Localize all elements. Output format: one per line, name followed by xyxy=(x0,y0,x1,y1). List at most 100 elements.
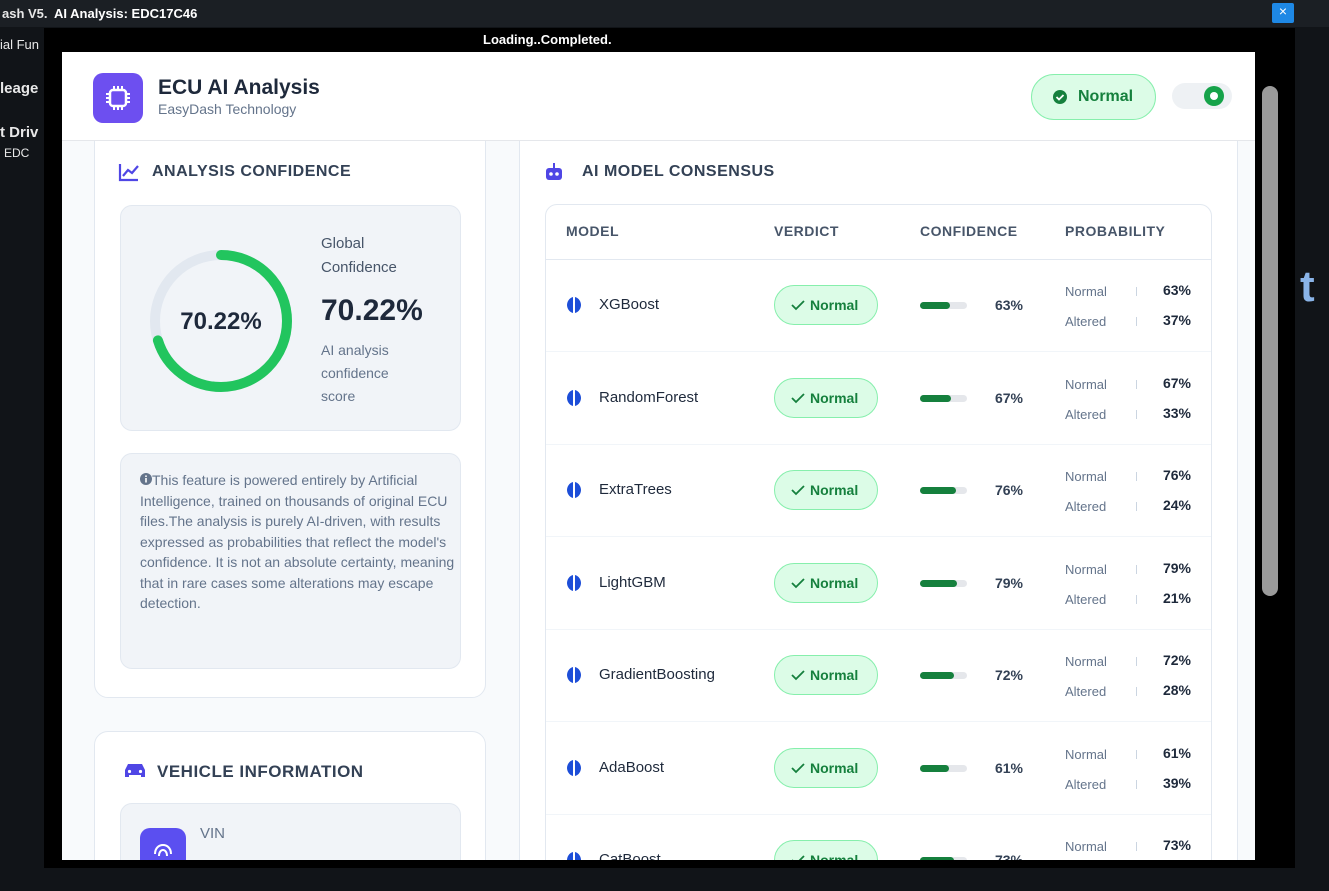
gauge-note: AI analysis xyxy=(321,342,389,358)
verdict-text: Normal xyxy=(810,759,859,776)
probability-value: 21% xyxy=(1162,589,1191,606)
model-name: GradientBoosting xyxy=(599,666,715,683)
confidence-bar xyxy=(920,579,958,587)
confidence-value: 73% xyxy=(994,852,1023,860)
model-icon xyxy=(567,389,581,406)
car-icon xyxy=(125,764,145,777)
badge-text: Normal xyxy=(1078,88,1134,105)
column-header: MODEL xyxy=(566,223,620,239)
section-heading: AI MODEL CONSENSUS xyxy=(582,163,775,180)
model-name: CatBoost xyxy=(599,851,661,860)
probability-value: 24% xyxy=(1162,497,1191,513)
column-header: PROBABILITY xyxy=(1065,223,1166,239)
icon-shape xyxy=(567,389,581,406)
check-icon xyxy=(791,670,805,681)
confidence-bar xyxy=(920,394,952,402)
icon-shape xyxy=(791,392,805,403)
probability-label: Normal xyxy=(1065,376,1107,392)
model-name: RandomForest xyxy=(599,388,699,406)
column-header: VERDICT xyxy=(774,223,839,239)
model-name: XGBoost xyxy=(599,296,660,313)
check-icon xyxy=(791,762,805,773)
probability-divider xyxy=(1136,472,1137,481)
icon-shape xyxy=(567,482,581,498)
verdict-text: Normal xyxy=(810,667,859,683)
probability-label: Altered xyxy=(1065,591,1107,607)
scrollbar[interactable] xyxy=(1262,86,1278,596)
row-divider xyxy=(546,536,1211,537)
theme-toggle[interactable] xyxy=(1172,83,1232,109)
confidence-value: 79% xyxy=(994,574,1023,591)
section-heading: VEHICLE INFORMATION xyxy=(157,762,364,781)
model-icon xyxy=(567,574,581,591)
probability-divider xyxy=(1136,594,1137,604)
confidence-bar xyxy=(920,487,956,494)
model-icon xyxy=(567,482,581,498)
gauge-note: score xyxy=(321,388,356,404)
verdict-pill xyxy=(774,285,878,325)
icon-shape xyxy=(567,667,581,683)
confidence-bar xyxy=(920,857,955,860)
verdict-text: Normal xyxy=(810,297,859,313)
icon-shape xyxy=(567,574,581,591)
app-title: ash V5. xyxy=(2,6,48,21)
gauge-box: 70.22% Global Confidence 70.22% AI analy… xyxy=(120,205,461,431)
probability-value: 67% xyxy=(1162,374,1191,391)
confidence-value: 63% xyxy=(994,297,1023,313)
probability-label: Altered xyxy=(1065,499,1107,514)
probability-value: 79% xyxy=(1162,559,1191,576)
confidence-value: 72% xyxy=(994,667,1023,683)
verdict-text: Normal xyxy=(810,574,859,591)
gauge-label: Confidence xyxy=(321,259,397,276)
probability-label: Altered xyxy=(1065,406,1107,422)
info-text: This feature is powered entirely by Arti… xyxy=(140,472,455,611)
probability-divider xyxy=(1136,749,1137,759)
probability-label: Normal xyxy=(1065,284,1107,299)
confidence-value: 61% xyxy=(994,759,1023,776)
vin-label: VIN xyxy=(200,825,226,842)
probability-value: 76% xyxy=(1162,467,1191,483)
probability-value: 28% xyxy=(1162,682,1191,698)
icon-shape xyxy=(791,762,805,773)
probability-divider xyxy=(1136,379,1137,389)
probability-value: 33% xyxy=(1162,404,1191,421)
row-divider xyxy=(546,721,1211,722)
tree-item: EDC xyxy=(4,146,30,160)
title-bar xyxy=(0,0,1329,27)
gauge xyxy=(150,250,292,392)
gauge-big-value: 70.22% xyxy=(321,294,423,327)
probability-value: 37% xyxy=(1162,312,1191,328)
close-button[interactable]: × xyxy=(1272,3,1294,23)
chart-icon xyxy=(118,164,139,182)
probability-label: Normal xyxy=(1065,561,1107,577)
verdict-pill xyxy=(774,377,878,418)
check-icon xyxy=(1053,90,1067,104)
probability-divider xyxy=(1136,779,1137,789)
probability-divider xyxy=(1136,502,1137,511)
probability-label: Altered xyxy=(1065,684,1107,699)
confidence-bar xyxy=(920,764,949,772)
menu-item: t Driv xyxy=(0,124,39,141)
verdict-pill xyxy=(774,747,878,788)
check-icon xyxy=(792,855,805,860)
logo-icon xyxy=(93,73,143,123)
header-divider xyxy=(546,259,1211,260)
probability-label: Normal xyxy=(1065,746,1107,762)
probability-divider xyxy=(1136,842,1137,851)
verdict-text: Normal xyxy=(810,389,859,406)
info-box xyxy=(120,453,461,669)
column-header: CONFIDENCE xyxy=(920,223,1018,239)
verdict-text: Normal xyxy=(810,482,859,498)
model-icon xyxy=(567,852,581,860)
icon-shape xyxy=(567,759,581,776)
probability-label: Altered xyxy=(1065,314,1107,329)
model-name: AdaBoost xyxy=(599,758,665,776)
icon-shape xyxy=(791,577,805,588)
probability-label: Normal xyxy=(1065,839,1107,854)
confidence-bar xyxy=(920,302,950,309)
probability-label: Altered xyxy=(1065,776,1107,792)
model-table: MODEL VERDICT CONFIDENCE PROBABILITY XGBoost… xyxy=(545,204,1212,860)
probability-divider xyxy=(1136,317,1137,326)
probability-divider xyxy=(1136,287,1137,296)
